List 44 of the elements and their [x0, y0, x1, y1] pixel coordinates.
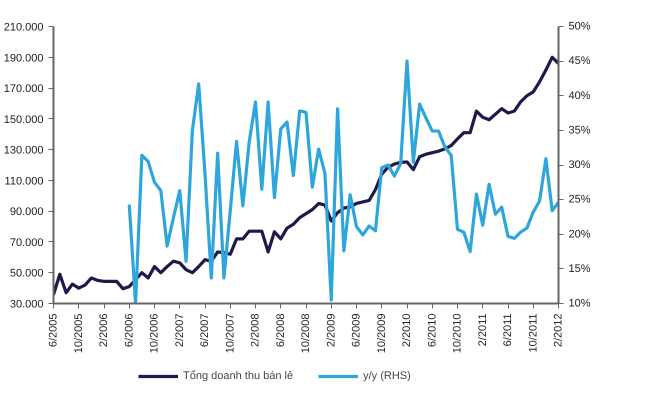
- x-tick-label: 2/2011: [476, 314, 489, 346]
- y2-tick-label: 40%: [568, 90, 591, 102]
- y2-tick-label: 30%: [568, 159, 591, 171]
- x-tick-label: 6/2005: [48, 313, 60, 348]
- x-tick-label: 10/2009: [376, 313, 388, 354]
- y-tick-label: 190.000: [4, 52, 44, 64]
- legend-label: y/y (RHS): [363, 370, 411, 382]
- x-tick-label: 2/2006: [98, 313, 110, 348]
- x-tick-label: 2/2008: [250, 313, 262, 348]
- x-tick-label: 2/2010: [401, 313, 413, 348]
- x-tick-label: 6/2009: [350, 313, 362, 348]
- x-tick-label: 2/2009: [325, 313, 338, 348]
- y-tick-label: 30.000: [10, 298, 44, 310]
- y2-tick-label: 50%: [568, 20, 591, 32]
- x-tick-label: 10/2008: [300, 313, 312, 354]
- y-tick-label: 210.000: [4, 22, 44, 34]
- y2-tick-label: 10%: [568, 298, 591, 310]
- y-tick-label: 110.000: [4, 175, 44, 188]
- x-tick-label: 10/2010: [452, 313, 464, 354]
- x-tick-label: 6/2006: [123, 313, 136, 348]
- x-tick-label: 2/2012: [552, 313, 564, 348]
- x-tick-label: 2/2007: [174, 313, 186, 348]
- y-tick-label: 130.000: [4, 144, 44, 157]
- line-series: [128, 60, 558, 304]
- y2-tick-label: 15%: [568, 262, 591, 275]
- y-tick-label: 50.000: [10, 268, 44, 280]
- y-tick-label: 70.000: [10, 236, 44, 249]
- x-tick-label: 6/2007: [199, 313, 211, 348]
- x-tick-label: 10/2007: [224, 313, 236, 354]
- y-tick-label: 90.000: [10, 206, 44, 218]
- y-tick-label: 150.000: [4, 114, 44, 126]
- y-tick-label: 170.000: [4, 83, 44, 96]
- y2-tick-label: 25%: [568, 194, 591, 206]
- x-tick-label: 6/2010: [426, 313, 438, 348]
- x-tick-label: 6/2011: [502, 314, 514, 346]
- line-series: [54, 56, 558, 296]
- x-tick-label: 10/2011: [527, 313, 540, 352]
- x-tick-label: 10/2006: [148, 313, 160, 354]
- x-tick-label: 10/2005: [72, 313, 85, 354]
- y2-tick-label: 35%: [568, 124, 591, 136]
- y2-tick-label: 20%: [568, 228, 591, 240]
- legend-label: Tổng doanh thu bán lẻ: [183, 370, 294, 382]
- y2-tick-label: 45%: [568, 55, 591, 68]
- x-tick-label: 6/2008: [274, 313, 287, 348]
